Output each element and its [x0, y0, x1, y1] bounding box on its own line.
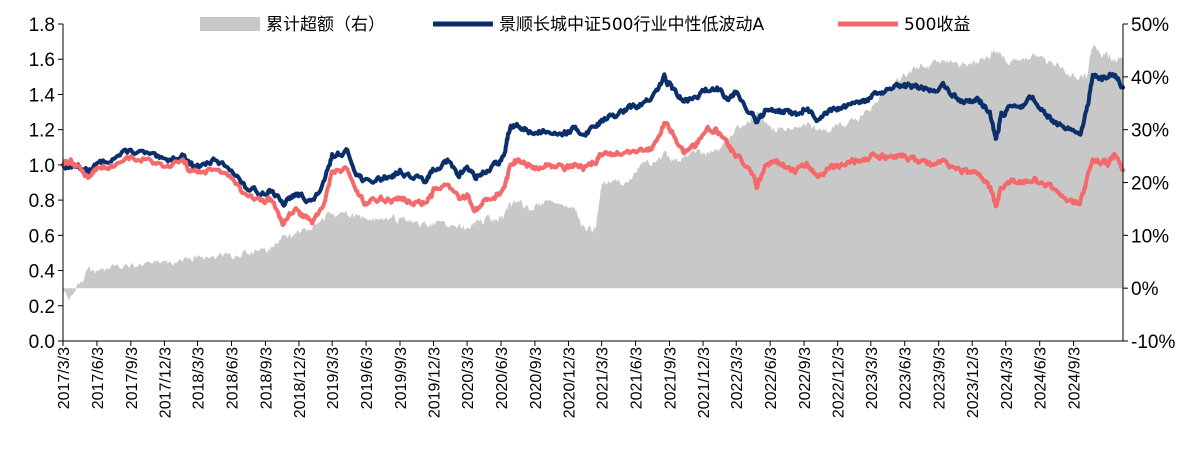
x-tick-label: 2017/3/3	[56, 347, 73, 409]
x-tick-label: 2023/3/3	[864, 347, 881, 409]
legend-swatch-excess	[200, 17, 260, 31]
x-tick-label: 2020/3/3	[460, 347, 477, 409]
x-tick-label: 2022/12/3	[831, 347, 848, 418]
x-tick-label: 2019/6/3	[359, 347, 376, 409]
right-y-tick-label: 20%	[1131, 174, 1169, 195]
left-y-tick-label: 0.2	[29, 297, 55, 318]
x-tick-label: 2018/9/3	[258, 347, 275, 409]
series-line-fund	[61, 71, 1125, 208]
x-tick-label: 2022/9/3	[797, 347, 814, 409]
x-tick-label: 2021/9/3	[663, 347, 680, 409]
legend-label-excess: 累计超额（右）	[266, 15, 385, 35]
left-y-axis-ticks: 0.0 0.2 0.4 0.6 0.8 1.0 1.2 1.4 1.6 1.8	[29, 15, 63, 353]
x-tick-label: 2020/6/3	[494, 347, 511, 409]
left-y-tick-label: 1.6	[29, 50, 55, 71]
x-tick-label: 2021/12/3	[696, 347, 713, 418]
x-tick-label: 2020/9/3	[528, 347, 545, 409]
right-y-tick-label: 0%	[1131, 279, 1159, 300]
left-y-tick-label: 0.4	[29, 262, 56, 283]
x-axis-ticks: 2017/3/3 2017/6/3 2017/9/3 2017/12/3 2018/3/…	[56, 341, 1084, 418]
series-area-excess-return	[63, 45, 1123, 301]
x-tick-label: 2019/12/3	[427, 347, 444, 418]
left-y-tick-label: 1.2	[29, 121, 55, 142]
left-y-tick-label: 0.6	[29, 226, 55, 247]
legend-label-fund: 景顺长城中证500行业中性低波动A	[499, 15, 764, 35]
legend-label-index: 500收益	[904, 15, 970, 35]
series-line-csi500	[61, 120, 1125, 228]
x-tick-label: 2018/3/3	[191, 347, 208, 409]
x-tick-label: 2017/12/3	[157, 347, 174, 418]
x-tick-label: 2019/9/3	[393, 347, 410, 409]
x-tick-label: 2021/6/3	[629, 347, 646, 409]
left-y-tick-label: 1.0	[29, 156, 55, 177]
x-tick-label: 2017/6/3	[90, 347, 107, 409]
right-y-tick-label: 40%	[1131, 68, 1169, 89]
x-tick-label: 2017/9/3	[124, 347, 141, 409]
excess-return-area-layer	[63, 45, 1123, 301]
x-tick-label: 2024/9/3	[1067, 347, 1084, 409]
right-y-tick-label: -10%	[1131, 332, 1175, 353]
x-tick-label: 2023/6/3	[898, 347, 915, 409]
left-y-tick-label: 0.0	[29, 332, 55, 353]
right-y-tick-label: 50%	[1131, 15, 1169, 36]
x-tick-label: 2018/6/3	[225, 347, 242, 409]
x-tick-label: 2020/12/3	[562, 347, 579, 418]
x-tick-label: 2021/3/3	[595, 347, 612, 409]
left-y-tick-label: 1.8	[29, 15, 55, 36]
x-tick-label: 2019/3/3	[325, 347, 342, 409]
x-tick-label: 2022/3/3	[729, 347, 746, 409]
x-tick-label: 2018/12/3	[292, 347, 309, 418]
x-tick-label: 2024/6/3	[1033, 347, 1050, 409]
series-lines-layer	[61, 71, 1125, 228]
right-y-tick-label: 10%	[1131, 226, 1169, 247]
x-tick-label: 2023/12/3	[965, 347, 982, 418]
left-y-tick-label: 0.8	[29, 191, 55, 212]
x-tick-label: 2024/3/3	[999, 347, 1016, 409]
x-tick-label: 2022/6/3	[763, 347, 780, 409]
x-tick-label: 2023/9/3	[932, 347, 949, 409]
right-y-tick-label: 30%	[1131, 121, 1169, 142]
right-y-axis-ticks: -10% 0% 10% 20% 30% 40% 50%	[1123, 15, 1175, 353]
left-y-tick-label: 1.4	[29, 85, 56, 106]
legend: 累计超额（右） 景顺长城中证500行业中性低波动A 500收益	[200, 15, 970, 35]
